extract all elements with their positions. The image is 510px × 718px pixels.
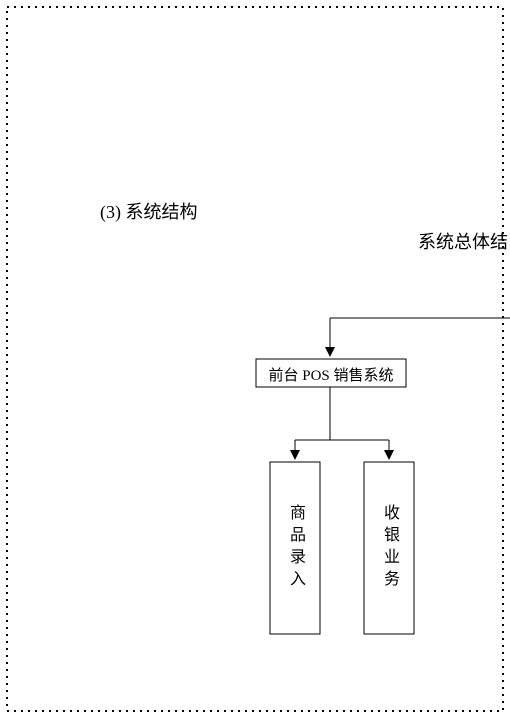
edge-to-right bbox=[384, 440, 394, 460]
node-root-label: 前台 POS 销售系统 bbox=[256, 364, 406, 385]
page-content: (3) 系统结构 系统总体结 bbox=[0, 0, 510, 718]
edge-to-left bbox=[290, 440, 300, 460]
diagram bbox=[0, 0, 510, 718]
node-left-text: 商品录入 bbox=[283, 504, 307, 592]
node-right-text: 收银业务 bbox=[377, 504, 401, 592]
node-left-label: 商品录入 bbox=[270, 462, 320, 634]
node-right-label: 收银业务 bbox=[364, 462, 414, 634]
edge-incoming bbox=[325, 318, 510, 357]
